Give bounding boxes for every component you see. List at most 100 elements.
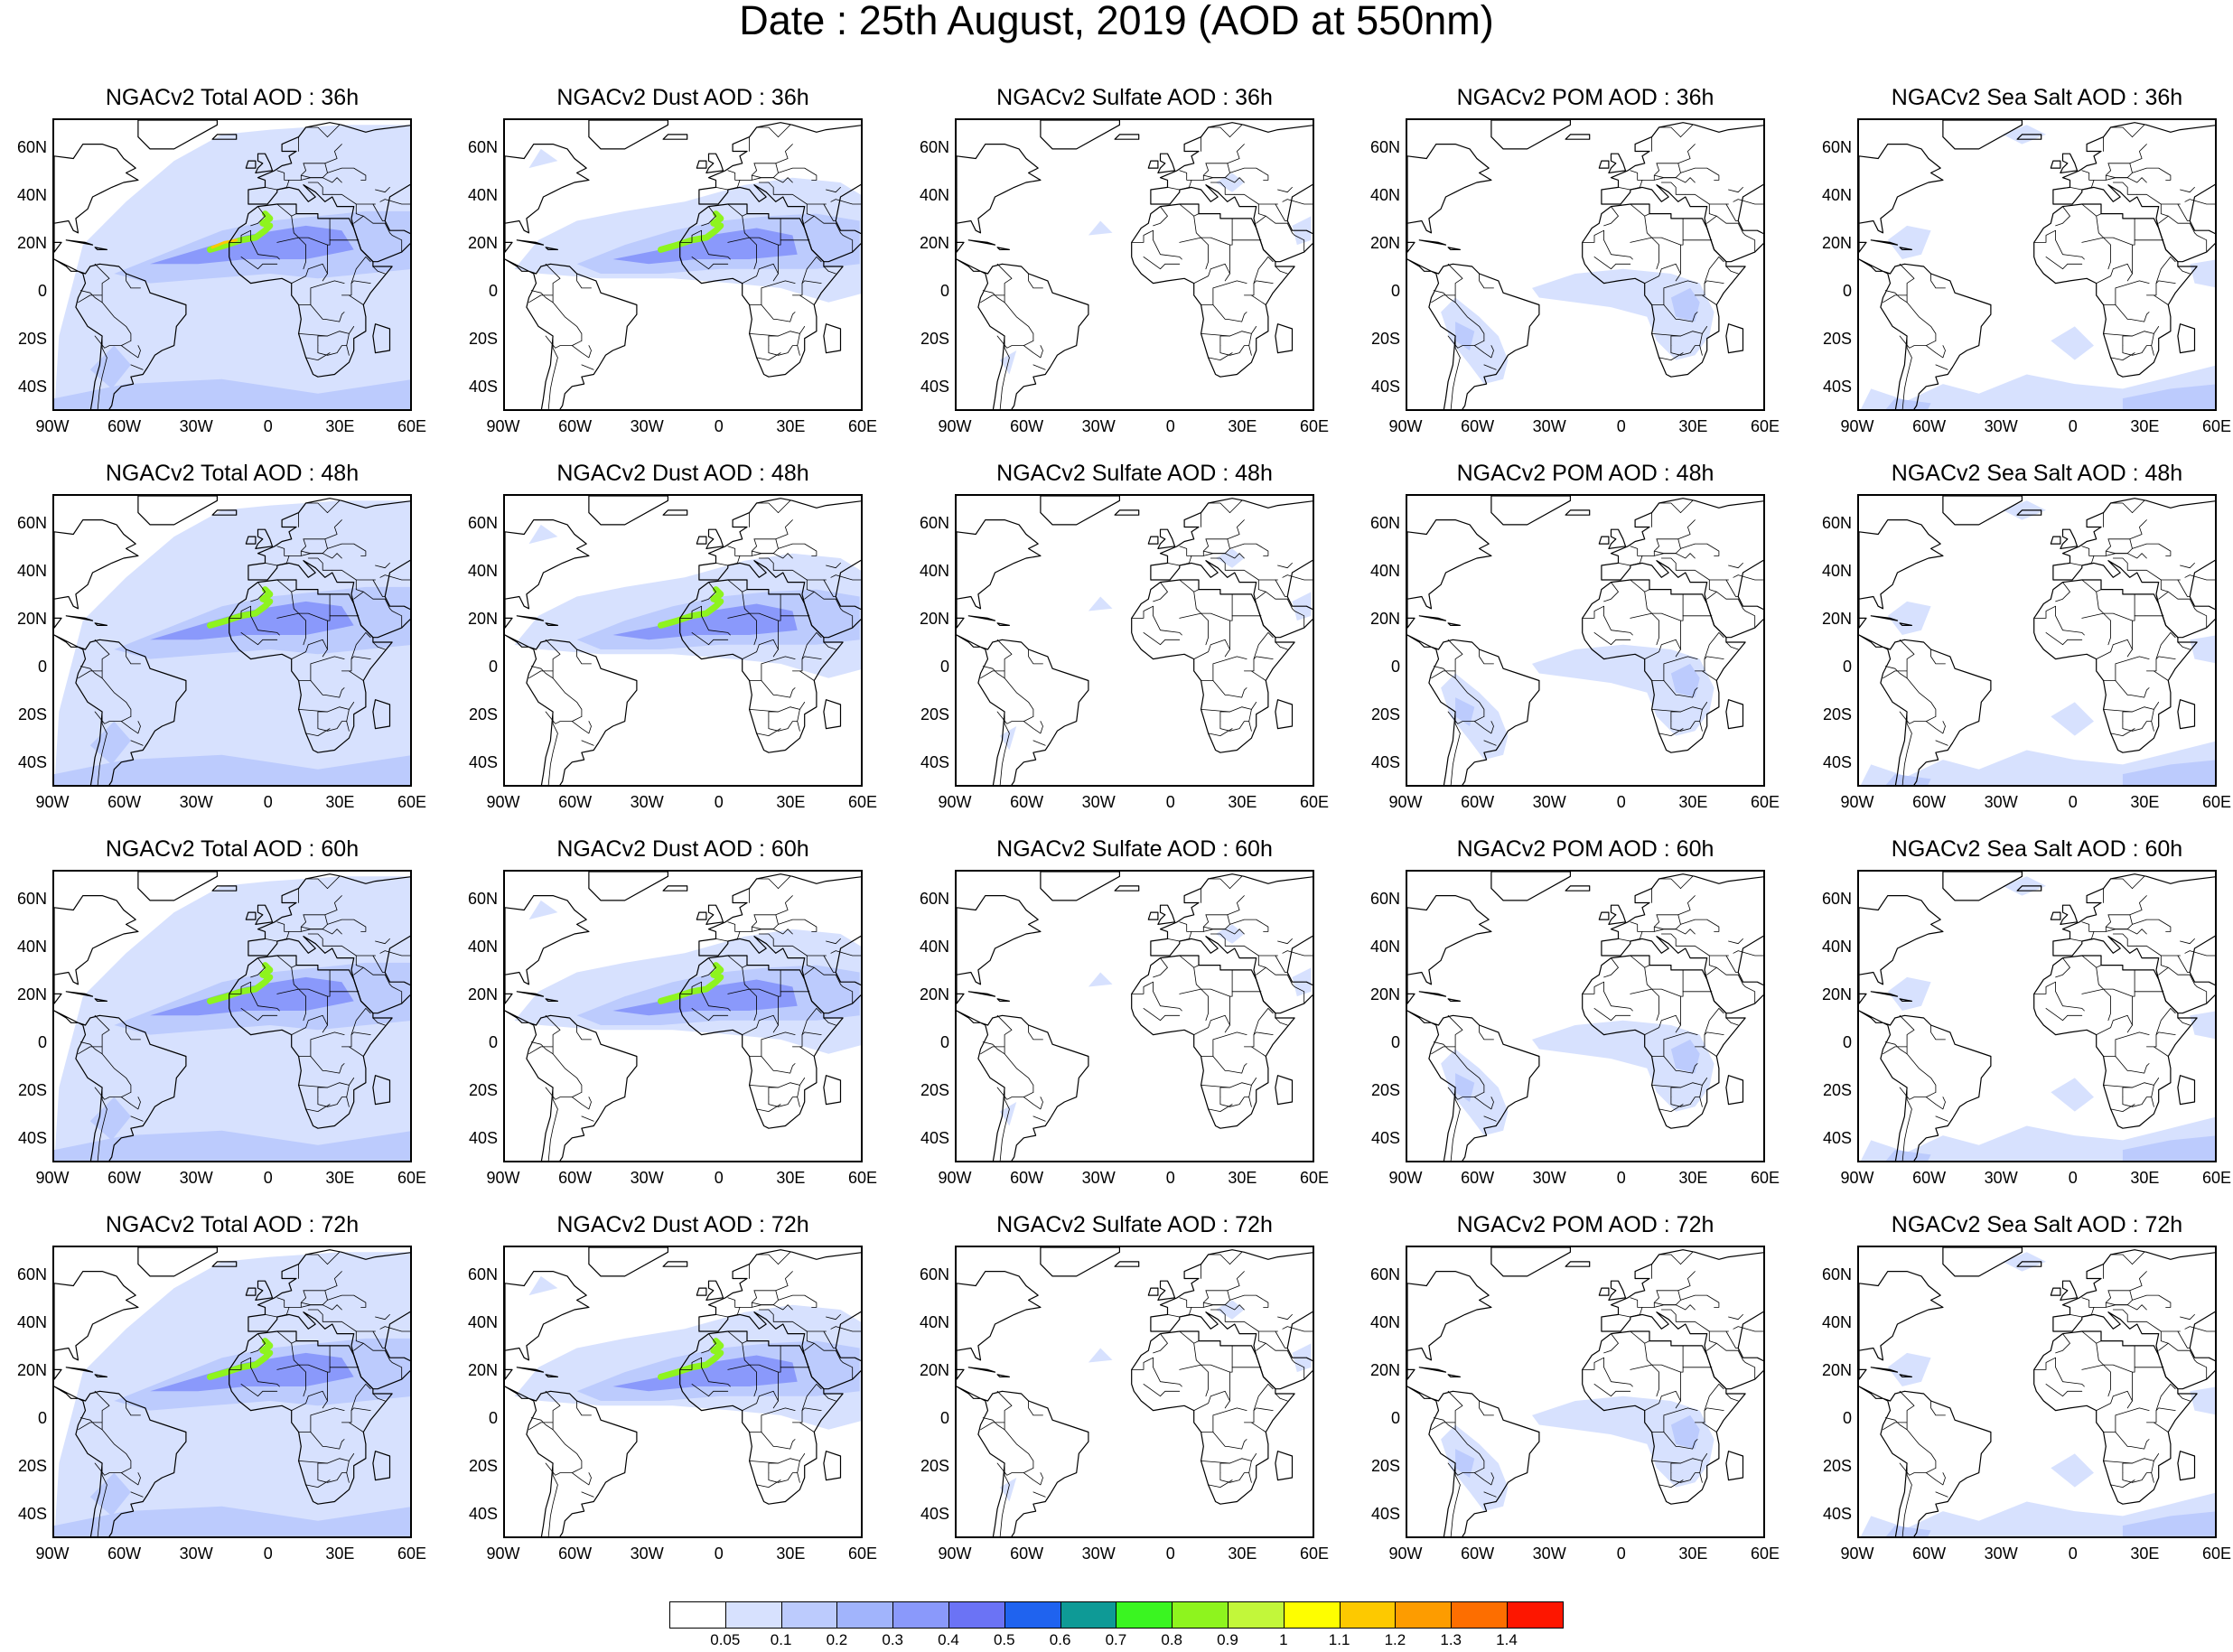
aod-field-high	[612, 1355, 798, 1392]
country-border	[1651, 1364, 1681, 1373]
aod-field-low	[1215, 548, 1245, 568]
lat-tick-label: 20S	[1822, 1081, 1852, 1100]
country-border	[1447, 1462, 1485, 1476]
country-border	[1179, 955, 1202, 990]
country-border	[2180, 938, 2195, 945]
country-border	[1725, 1393, 1739, 1402]
lat-tick-label: 40S	[1370, 1505, 1400, 1524]
country-border	[552, 1053, 583, 1093]
country-border	[372, 579, 386, 597]
country-border	[2103, 1452, 2160, 1464]
country-border	[758, 933, 784, 947]
coastline	[1608, 1280, 1627, 1302]
country-border	[1630, 579, 1653, 614]
lat-tick-label: 40N	[16, 937, 47, 956]
country-border	[679, 981, 703, 994]
country-border	[547, 1087, 558, 1161]
colorbar-label: 0.3	[882, 1631, 903, 1648]
country-border	[1023, 345, 1043, 359]
country-border	[250, 1367, 280, 1387]
aod-field-mid	[1455, 1073, 1475, 1102]
country-border	[778, 543, 818, 556]
country-border	[751, 538, 779, 555]
country-border	[1201, 656, 1247, 681]
aod-field-mid	[2122, 760, 2215, 785]
country-border	[701, 615, 731, 636]
country-border	[1229, 1294, 1269, 1308]
lat-tick-label: 40N	[16, 1312, 47, 1331]
country-border	[804, 591, 815, 600]
country-border	[1219, 218, 1262, 241]
lat-tick-label: 20S	[17, 330, 47, 349]
country-border	[1202, 177, 1226, 181]
country-border	[1229, 543, 1269, 556]
coastline	[2050, 536, 2061, 545]
country-border	[2103, 237, 2133, 246]
country-border	[2160, 213, 2191, 224]
country-border	[265, 1290, 307, 1318]
colorbar-swatch	[1228, 1601, 1285, 1629]
country-border	[1685, 945, 1729, 957]
country-border	[715, 163, 758, 191]
lon-tick-label: 60E	[847, 417, 878, 435]
coastline	[1147, 1287, 1159, 1296]
country-border	[1028, 273, 1043, 289]
country-border	[2122, 1097, 2153, 1107]
country-border	[1153, 206, 1168, 227]
country-border	[120, 345, 141, 359]
aod-peak-band	[207, 586, 274, 629]
country-border	[1737, 598, 1756, 629]
lat-tick-label: 0	[939, 282, 949, 301]
country-border	[1653, 553, 1677, 556]
country-border	[758, 182, 784, 195]
lat-tick-label: 40N	[1821, 1312, 1852, 1331]
country-border	[1658, 1104, 1684, 1113]
coastline	[229, 955, 393, 1129]
country-border	[679, 605, 703, 619]
country-border	[300, 929, 323, 932]
country-border	[1906, 677, 1937, 717]
coastline	[1582, 1330, 1746, 1505]
country-border	[1644, 213, 1650, 217]
country-border	[1431, 1422, 1456, 1431]
country-border	[775, 519, 793, 540]
coastline	[1407, 144, 1492, 253]
coastline	[1601, 122, 1763, 263]
country-border	[250, 239, 280, 260]
country-border	[2189, 974, 2208, 1004]
country-border	[1257, 589, 1288, 600]
country-border	[778, 919, 818, 932]
country-border	[1208, 1254, 1230, 1265]
country-border	[307, 1309, 333, 1322]
lat-tick-label: 20N	[16, 1361, 47, 1380]
country-border	[1651, 656, 1698, 681]
coastline	[1859, 1386, 1992, 1536]
country-border	[1660, 182, 1686, 195]
lon-tick-label: 60W	[1010, 1545, 1044, 1563]
country-border	[1899, 1462, 1937, 1476]
country-border	[715, 1290, 758, 1318]
country-border	[1179, 237, 1210, 270]
lon-tick-label: 90W	[486, 1169, 520, 1187]
lat-tick-label: 20S	[1370, 330, 1400, 349]
coastline	[255, 1280, 274, 1302]
coastline	[505, 895, 590, 1004]
country-border	[298, 701, 355, 713]
country-border	[545, 335, 583, 349]
lat-tick-label: 40N	[16, 185, 47, 204]
lat-tick-label: 40S	[1822, 1129, 1852, 1148]
country-border	[547, 335, 558, 409]
country-border	[310, 304, 345, 322]
lon-tick-label: 30E	[1678, 1169, 1708, 1187]
map-panel-pom	[1406, 494, 1765, 787]
country-border	[1447, 711, 1485, 724]
country-border	[97, 335, 107, 409]
country-border	[1704, 631, 1724, 660]
country-border	[348, 294, 364, 305]
country-border	[2096, 1390, 2133, 1412]
country-border	[1725, 1330, 1739, 1349]
lat-tick-label: 20N	[1821, 1361, 1852, 1380]
coastline	[2050, 911, 2061, 920]
panel-title: NGACv2 Sea Salt AOD : 72h	[1891, 1212, 2183, 1237]
country-border	[1630, 1364, 1660, 1397]
